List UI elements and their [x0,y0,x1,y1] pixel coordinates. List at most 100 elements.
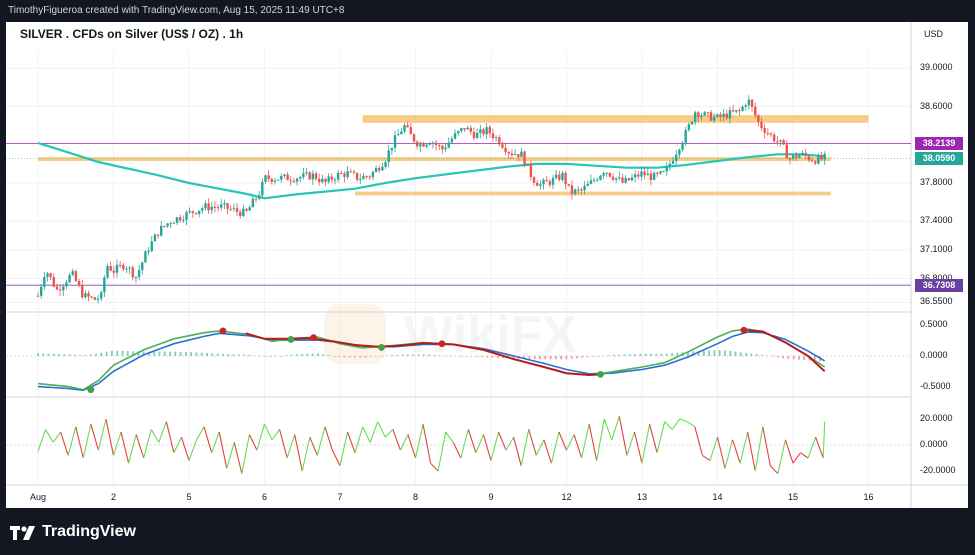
candle-body [106,266,109,278]
macd-tick-label: 0.5000 [920,319,948,330]
osc-segment [301,437,311,472]
macd-histogram-bar [554,356,557,360]
candle-body [84,293,87,298]
osc-segment [694,426,703,456]
candle-body [513,154,517,156]
candle-body [431,142,435,144]
macd-histogram-bar [338,356,341,357]
chart-panel[interactable]: WikiFX SILVER . CFDs on Silver (US$ / OZ… [6,22,968,508]
candle-body [760,121,763,129]
candle-body [542,179,545,185]
candle-body [346,171,349,178]
osc-segment [528,429,537,456]
osc-segment [112,431,122,456]
chart-svg[interactable]: WikiFX [6,22,968,508]
macd-histogram-bar [655,353,658,356]
candle-body [125,268,128,270]
candle-body [336,172,340,180]
watermark-text: WikiFX [404,306,577,364]
candle-body [498,137,501,145]
macd-histogram-bar [79,355,82,356]
candle-body [624,178,627,183]
osc-segment [649,424,658,453]
macd-histogram-bar [523,356,526,359]
osc-segment [384,429,394,438]
macd-histogram-bar [95,353,97,356]
macd-histogram-bar [37,353,39,356]
candle-body [425,144,428,147]
osc-segment [248,434,258,451]
macd-histogram-bar [385,355,388,357]
osc-tick-label: 20.0000 [920,413,953,423]
macd-histogram-bar [184,352,187,356]
osc-segment [128,434,137,464]
osc-segment [467,429,477,453]
osc-segment [686,421,696,428]
candles [36,95,826,304]
osc-segment [392,429,401,451]
tradingview-logo[interactable]: TradingView [10,522,136,542]
macd-histogram-bar [105,351,108,356]
candle-body [501,144,504,148]
macd-histogram-bar [237,354,240,356]
macd-histogram-bar [116,350,119,356]
macd-histogram-bar [322,354,325,356]
candle-body [719,114,722,117]
price-tick-label: 37.1000 [920,243,953,254]
macd-histogram-bar [687,351,689,356]
candle-body [226,203,229,209]
candle-body [141,262,144,271]
macd-histogram-bar [285,355,288,356]
macd-histogram-bar [438,355,441,356]
osc-segment [414,424,424,459]
price-tick-label: 37.8000 [920,177,953,187]
macd-histogram-bar [597,356,600,357]
macd-histogram-bar [58,354,60,356]
candle-body [649,173,653,180]
time-tick-label: 8 [412,492,419,502]
osc-segment [702,454,711,462]
osc-segment [664,421,673,430]
candle-body [77,281,81,286]
macd-cross-marker [740,326,748,334]
macd-histogram-bar [591,356,594,357]
macd-histogram-bar [539,356,541,360]
candle-body [216,207,220,209]
macd-histogram-bar [401,354,404,356]
macd-histogram-bar [396,354,399,356]
macd-histogram-bar [459,356,462,357]
osc-segment [173,436,182,454]
macd-histogram-bar [422,354,425,356]
candle-body [583,185,586,191]
candle-body [393,135,397,148]
osc-segment [535,439,545,456]
macd-histogram-bar [158,351,161,356]
candle-body [744,105,747,107]
macd-histogram-bar [295,354,298,356]
osc-segment [800,452,809,459]
candle-body [817,155,820,164]
candle-body [725,113,728,119]
sr-zone [355,191,831,196]
candle-body [289,180,292,182]
macd-histogram-bar [264,356,267,357]
candle-body [693,112,697,122]
candle-body [156,234,160,236]
time-tick-label: 12 [561,492,572,502]
candle-body [450,138,454,143]
macd-histogram-bar [729,350,732,356]
macd-histogram-bar [84,355,87,356]
osc-segment [331,449,341,467]
candle-body [494,137,498,139]
macd-histogram-bar [607,355,610,356]
osc-tick-label: 0.0000 [920,439,948,449]
macd-histogram-bar [665,353,668,356]
osc-segment [97,418,107,451]
macd-histogram-bar [391,354,393,356]
candle-body [589,180,593,184]
osc-segment [286,434,296,459]
candle-body [782,140,785,145]
macd-histogram-bar [179,351,182,356]
candle-body [665,166,668,172]
candle-body [460,128,463,131]
